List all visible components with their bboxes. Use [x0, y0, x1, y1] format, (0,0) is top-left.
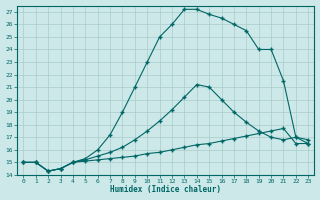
X-axis label: Humidex (Indice chaleur): Humidex (Indice chaleur): [110, 185, 221, 194]
